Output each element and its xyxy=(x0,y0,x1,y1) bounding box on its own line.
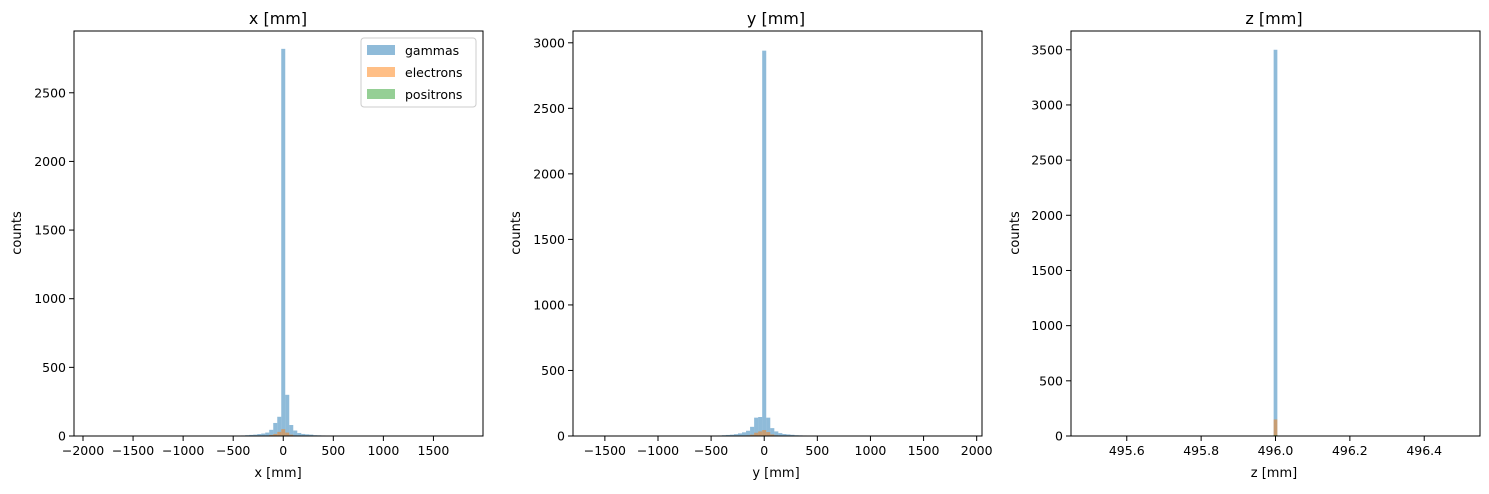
xtick-label-x-6: 1000 xyxy=(367,443,399,458)
panel-y-xlabel: y [mm] xyxy=(752,466,799,481)
bar-x-gammas-13 xyxy=(285,395,289,436)
xtick-label-x-5: 500 xyxy=(321,443,345,458)
xtick-label-x-0: −2000 xyxy=(62,443,104,458)
legend-label-positrons: positrons xyxy=(405,87,462,102)
xtick-label-y-1: −1000 xyxy=(637,443,679,458)
xtick-label-y-0: −1500 xyxy=(584,443,626,458)
panel-z-title: z [mm] xyxy=(1245,9,1302,28)
legend-swatch-positrons xyxy=(367,89,395,99)
xtick-label-z-0: 495.6 xyxy=(1109,443,1145,458)
panel-y: y [mm] −1500 −1000 −500 0 500 1000 1500 2000 0 5… xyxy=(509,9,993,481)
ytick-label-x-0: 0 xyxy=(58,429,66,444)
xtick-label-y-6: 1500 xyxy=(908,443,940,458)
ytick-label-y-6: 3000 xyxy=(533,35,565,50)
ytick-label-y-1: 500 xyxy=(541,363,565,378)
ytick-label-z-0: 0 xyxy=(1055,429,1063,444)
panel-y-yticks: 0 500 1000 1500 2000 2500 3000 xyxy=(533,35,573,443)
panel-x-yticks: 0 500 1000 1500 2000 2500 xyxy=(34,85,74,443)
panel-y-ylabel: counts xyxy=(509,211,524,255)
xtick-label-y-2: −500 xyxy=(694,443,728,458)
ytick-label-x-1: 500 xyxy=(42,360,66,375)
ytick-label-z-7: 3500 xyxy=(1031,42,1063,57)
ytick-label-x-5: 2500 xyxy=(34,85,66,100)
bar-y-electrons-4 xyxy=(762,430,766,436)
xtick-label-y-3: 0 xyxy=(760,443,768,458)
xtick-label-x-3: −500 xyxy=(216,443,250,458)
xtick-label-y-5: 1000 xyxy=(855,443,887,458)
ytick-label-y-0: 0 xyxy=(557,429,565,444)
xtick-label-y-7: 2000 xyxy=(961,443,993,458)
panel-y-frame xyxy=(573,31,982,436)
bar-y-gammas-12 xyxy=(762,51,766,436)
ytick-label-y-3: 1500 xyxy=(533,232,565,247)
panel-x-xticks: −2000 −1500 −1000 −500 0 500 1000 1500 xyxy=(62,436,450,458)
panel-x-bars xyxy=(233,49,333,436)
xtick-label-x-7: 1500 xyxy=(418,443,450,458)
bar-y-electrons-3 xyxy=(758,431,762,436)
xtick-label-x-4: 0 xyxy=(279,443,287,458)
xtick-label-x-2: −1000 xyxy=(162,443,204,458)
panel-z-xticks: 495.6 495.8 496.0 496.2 496.4 xyxy=(1109,436,1442,458)
panel-x-ylabel: counts xyxy=(10,211,25,255)
bar-z-electrons-0 xyxy=(1274,419,1278,436)
panel-z-ylabel: counts xyxy=(1008,211,1023,255)
xtick-label-z-1: 495.8 xyxy=(1183,443,1219,458)
bar-x-gammas-8 xyxy=(265,433,269,436)
panel-y-bars xyxy=(714,51,811,436)
legend: gammas electrons positrons xyxy=(361,38,476,107)
ytick-label-z-2: 1000 xyxy=(1031,318,1063,333)
bar-y-gammas-8 xyxy=(746,431,750,436)
panel-x: x [mm] −2000 −1500 −1000 −500 0 500 1000 1500 0… xyxy=(10,9,483,481)
ytick-label-z-6: 3000 xyxy=(1031,97,1063,112)
ytick-label-y-5: 2500 xyxy=(533,101,565,116)
xtick-label-x-1: −1500 xyxy=(112,443,154,458)
panel-x-xlabel: x [mm] xyxy=(254,466,301,481)
ytick-label-z-3: 1500 xyxy=(1031,263,1063,278)
ytick-label-y-2: 1000 xyxy=(533,297,565,312)
legend-swatch-electrons xyxy=(367,67,395,77)
ytick-label-x-2: 1000 xyxy=(34,291,66,306)
ytick-label-x-3: 1500 xyxy=(34,223,66,238)
panel-z-yticks: 0 500 1000 1500 2000 2500 3000 3500 xyxy=(1031,42,1071,443)
bar-x-gammas-14 xyxy=(289,425,293,436)
bar-x-electrons-5 xyxy=(285,433,289,436)
panel-z: z [mm] 495.6 495.8 496.0 496.2 496.4 0 500 100… xyxy=(1008,9,1480,481)
bar-y-gammas-9 xyxy=(750,427,754,436)
panel-y-title: y [mm] xyxy=(747,9,805,28)
panel-y-xticks: −1500 −1000 −500 0 500 1000 1500 2000 xyxy=(584,436,993,458)
xtick-label-z-3: 496.2 xyxy=(1332,443,1368,458)
xtick-label-z-2: 496.0 xyxy=(1258,443,1294,458)
bar-y-gammas-7 xyxy=(742,432,746,436)
legend-swatch-gammas xyxy=(367,45,395,55)
bar-x-electrons-4 xyxy=(281,429,285,436)
bar-z-gammas-0 xyxy=(1274,50,1278,436)
bar-x-gammas-12 xyxy=(281,49,285,436)
bar-x-gammas-15 xyxy=(293,431,297,436)
bar-y-gammas-15 xyxy=(774,431,778,436)
bar-x-electrons-3 xyxy=(277,432,281,436)
ytick-label-y-4: 2000 xyxy=(533,166,565,181)
legend-label-electrons: electrons xyxy=(405,65,463,80)
ytick-label-z-1: 500 xyxy=(1039,373,1063,388)
ytick-label-z-5: 2500 xyxy=(1031,153,1063,168)
panel-x-title: x [mm] xyxy=(249,9,307,28)
legend-label-gammas: gammas xyxy=(405,43,459,58)
panel-z-xlabel: z [mm] xyxy=(1251,466,1297,481)
ytick-label-z-4: 2000 xyxy=(1031,208,1063,223)
ytick-label-x-4: 2000 xyxy=(34,154,66,169)
bar-y-electrons-5 xyxy=(766,432,770,436)
panel-z-bars xyxy=(1274,50,1278,436)
xtick-label-z-4: 496.4 xyxy=(1406,443,1442,458)
xtick-label-y-4: 500 xyxy=(805,443,829,458)
